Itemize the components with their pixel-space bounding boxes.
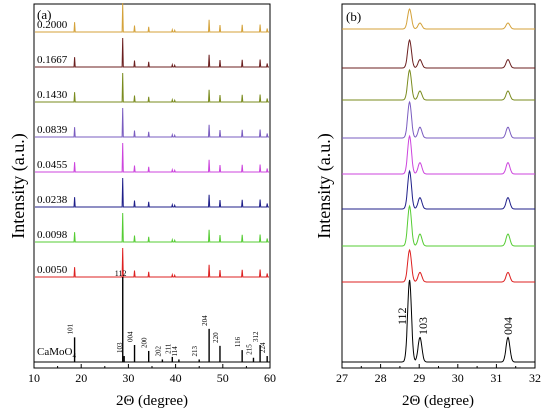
trace-b-0: [342, 8, 535, 30]
hkl-label-213: 213: [191, 345, 199, 356]
trace-b-1: [342, 38, 535, 69]
hkl-label-112: 112: [115, 269, 127, 278]
hkl-label-103: 103: [116, 342, 124, 353]
panel-b-label: (b): [346, 9, 361, 24]
hkl-label-200: 200: [141, 337, 149, 348]
trace-a-0.1430: [35, 72, 269, 103]
trace-b-2: [342, 68, 535, 101]
a-xtick-label-50: 50: [217, 371, 229, 385]
b-xtick-label-29: 29: [413, 371, 425, 385]
b-xtick-label-28: 28: [375, 371, 387, 385]
reference-label: CaMoO4: [37, 346, 76, 360]
a-xtick-label-30: 30: [122, 371, 134, 385]
trace-b-8: [342, 279, 535, 363]
panel-b: (b) 112 103 004 27 28 29 30 31 32 2Θ (degree) I…: [314, 3, 541, 409]
series-label-0.1430: 0.1430: [37, 89, 68, 101]
a-xtick-label-40: 40: [170, 371, 182, 385]
a-xtick-label-10: 10: [28, 371, 40, 385]
trace-b-6: [342, 204, 535, 247]
b-xtick-label-30: 30: [452, 371, 464, 385]
panel-b-ylabel: Intensity (a.u.): [314, 133, 335, 238]
b-xtick-label-32: 32: [529, 371, 541, 385]
trace-b-4: [342, 134, 535, 175]
hkl-label-114: 114: [171, 346, 179, 357]
trace-a-0.0455: [35, 142, 269, 173]
series-label-0.1667: 0.1667: [37, 54, 68, 66]
panel-b-frame: [341, 3, 536, 369]
trace-a-0.2000: [35, 2, 269, 33]
hkl-label-202: 202: [154, 345, 162, 356]
panel-a-frame: [33, 3, 271, 369]
trace-a-0.0839: [35, 107, 269, 138]
series-label-0.0455: 0.0455: [37, 159, 68, 171]
hkl-label-116: 116: [234, 336, 242, 347]
reference-label-subscript: 4: [72, 352, 76, 360]
hkl-label-312: 312: [252, 331, 260, 342]
series-label-0.0238: 0.0238: [37, 194, 68, 206]
b-annotation-004: 004: [501, 317, 515, 335]
hkl-label-101: 101: [67, 323, 75, 334]
hkl-label-220: 220: [212, 332, 220, 343]
hkl-label-204: 204: [201, 315, 209, 326]
panel-a-ylabel: Intensity (a.u.): [8, 133, 29, 238]
series-label-0.2000: 0.2000: [37, 19, 68, 31]
b-annotation-103: 103: [416, 317, 430, 335]
panel-a-label: (a): [37, 7, 51, 22]
trace-b-7: [342, 248, 535, 283]
hkl-label-211: 211: [164, 343, 172, 354]
hkl-label-004: 004: [127, 331, 135, 342]
series-label-0.0050: 0.0050: [37, 264, 68, 276]
trace-a-0.1667: [35, 37, 269, 68]
trace-a-0.0098: [35, 212, 269, 243]
b-xtick-label-27: 27: [336, 371, 348, 385]
trace-b-5: [342, 169, 535, 210]
a-xtick-label-20: 20: [75, 371, 87, 385]
panel-a-xlabel: 2Θ (degree): [116, 393, 188, 409]
hkl-label-224: 224: [259, 342, 267, 353]
b-annotation-112: 112: [395, 307, 409, 325]
a-xtick-label-60: 60: [264, 371, 276, 385]
series-label-0.0839: 0.0839: [37, 124, 68, 136]
trace-a-0.0050: [35, 247, 269, 278]
panel-a: (a) 0.2000 0.1667 0.1430 0.0839 0.0455 0.0238…: [8, 2, 276, 409]
hkl-label-215: 215: [245, 344, 253, 355]
trace-b-3: [342, 100, 535, 139]
series-label-0.0098: 0.0098: [37, 229, 68, 241]
trace-a-0.0238: [35, 177, 269, 208]
b-xtick-label-31: 31: [490, 371, 502, 385]
panel-b-xlabel: 2Θ (degree): [402, 393, 474, 409]
